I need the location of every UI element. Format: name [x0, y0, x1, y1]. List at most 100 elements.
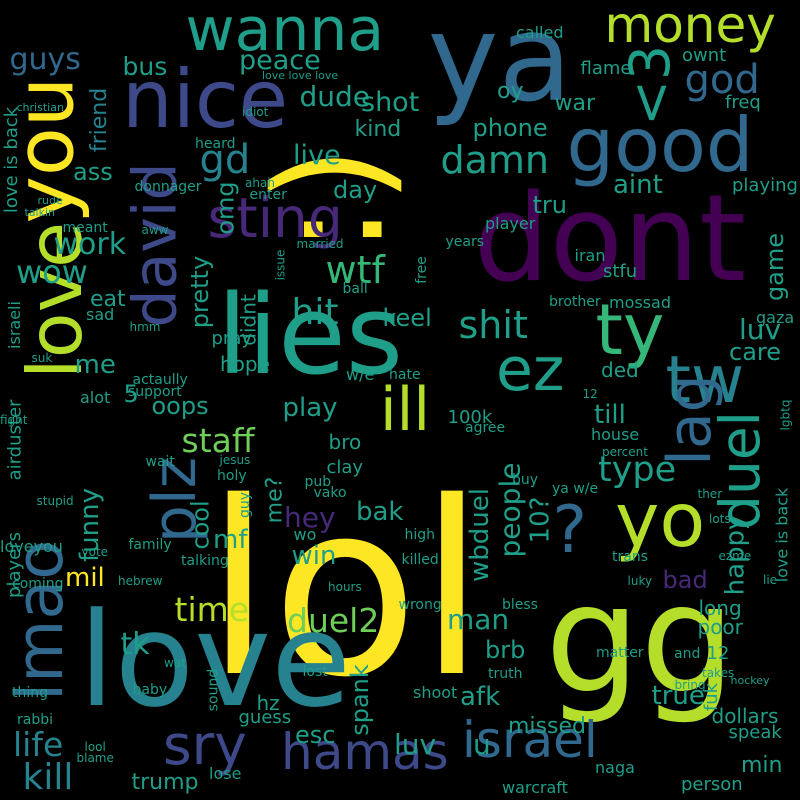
- word-151: support: [128, 384, 182, 400]
- word-188: ball: [342, 281, 368, 297]
- word-5: ya: [427, 0, 573, 129]
- word-77: pub: [304, 474, 332, 490]
- word-83: 10?: [524, 496, 555, 544]
- word-41: work: [53, 227, 127, 262]
- word-192: aww: [141, 223, 169, 237]
- word-4: dont: [473, 170, 747, 309]
- word-10: good: [566, 100, 754, 189]
- word-180: ther: [697, 487, 723, 501]
- word-164: sound: [204, 668, 221, 712]
- word-124: love is back: [771, 487, 791, 583]
- word-174: bless: [502, 597, 538, 613]
- word-67: hope: [220, 352, 270, 376]
- word-154: holy: [217, 468, 247, 484]
- word-152: alot: [80, 388, 111, 407]
- word-119: flame: [580, 58, 632, 79]
- word-162: rabbi: [17, 712, 53, 728]
- word-86: man: [447, 603, 510, 636]
- word-168: shoot: [413, 683, 458, 702]
- word-49: live: [293, 139, 341, 171]
- word-150: actaully: [132, 372, 188, 388]
- word-156: family: [128, 537, 172, 553]
- word-53: ass: [73, 158, 113, 186]
- word-198: lool: [84, 740, 106, 754]
- word-173: buy: [512, 472, 539, 488]
- word-89: true: [651, 681, 705, 711]
- word-144: idiot: [242, 105, 269, 119]
- word-32: wtf: [325, 248, 385, 292]
- word-38: duel2: [287, 600, 380, 640]
- word-128: ded: [601, 358, 639, 382]
- word-199: blame: [76, 751, 114, 765]
- word-166: lost: [302, 664, 328, 680]
- word-115: phone: [472, 114, 548, 142]
- word-146: rude: [37, 193, 63, 207]
- word-31: gd: [199, 137, 251, 183]
- word-160: talking: [181, 553, 229, 569]
- word-189: married: [296, 237, 344, 251]
- word-16: sting: [207, 185, 343, 250]
- word-48: kind: [354, 117, 402, 142]
- word-161: thing: [12, 685, 49, 701]
- word-24: sry: [163, 712, 247, 777]
- word-102: warcraft: [502, 778, 568, 797]
- word-74: bro: [328, 430, 362, 454]
- word-201: hockey: [730, 673, 770, 687]
- word-76: vako: [313, 485, 347, 501]
- word-153: wait: [145, 454, 175, 470]
- word-28: <3: [617, 44, 682, 126]
- word-179: takes: [702, 666, 735, 680]
- word-34: shit: [458, 303, 528, 347]
- word-129: ya w/e: [552, 481, 599, 497]
- word-196: suk: [31, 351, 53, 365]
- word-145: christian: [16, 100, 64, 114]
- word-103: naga: [595, 758, 635, 777]
- word-66: play: [282, 393, 338, 423]
- word-22: ill: [380, 375, 431, 445]
- word-135: percent: [602, 445, 648, 459]
- word-138: stfu: [603, 261, 638, 282]
- word-117: oy: [497, 79, 524, 104]
- word-88: afk: [460, 682, 501, 712]
- word-175: trans: [612, 549, 648, 565]
- word-133: agree: [465, 420, 506, 436]
- word-132: 100k: [447, 407, 493, 428]
- word-70: keel: [382, 304, 432, 332]
- word-35: type: [598, 449, 677, 490]
- word-75: clay: [326, 457, 364, 478]
- word-159: vote: [81, 545, 109, 559]
- word-136: mossad: [609, 293, 672, 312]
- word-25: hamas: [281, 723, 449, 781]
- word-46: dude: [299, 80, 371, 113]
- word-96: guess: [238, 707, 292, 728]
- word-90: missed: [508, 714, 586, 739]
- word-118: freq: [725, 92, 761, 113]
- word-116: war: [554, 91, 596, 116]
- word-95: hz: [256, 691, 280, 715]
- word-79: care: [729, 338, 782, 366]
- word-110: tru: [532, 191, 568, 219]
- word-178: bring: [674, 678, 706, 692]
- word-112: player: [485, 214, 536, 233]
- word-50: day: [333, 176, 378, 204]
- word-114: game: [761, 232, 790, 302]
- word-163: baby: [132, 682, 168, 698]
- word-80: till: [594, 400, 626, 430]
- word-85: bad: [662, 566, 708, 594]
- word-142: meant: [62, 220, 108, 236]
- word-65: hey: [284, 501, 336, 534]
- word-0: lol: [205, 450, 486, 730]
- word-187: brother: [549, 294, 601, 310]
- word-106: long: [698, 596, 742, 620]
- word-120: ownt: [682, 45, 727, 66]
- word-20: ez: [496, 335, 565, 405]
- word-111: aint: [613, 170, 663, 200]
- word-45: peace: [239, 44, 321, 76]
- word-139: iran: [574, 246, 606, 265]
- word-130: w/e: [346, 365, 375, 384]
- word-183: lie: [763, 573, 778, 587]
- word-6: lies: [217, 271, 404, 399]
- word-104: speak: [728, 722, 782, 743]
- word-186: free: [413, 256, 430, 284]
